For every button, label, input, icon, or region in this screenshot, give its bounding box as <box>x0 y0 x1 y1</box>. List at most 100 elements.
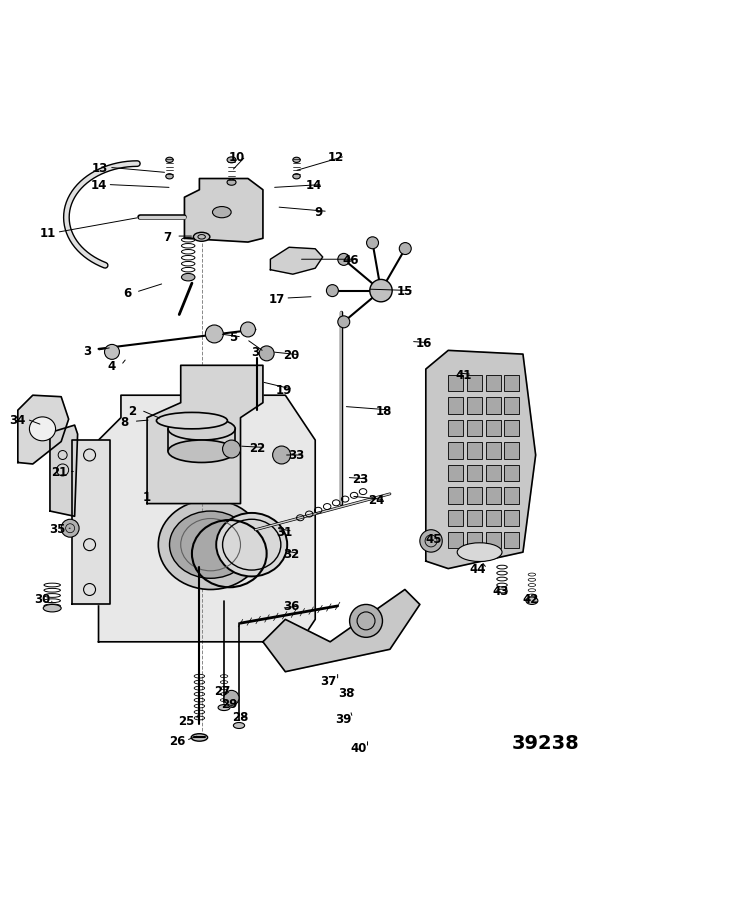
Circle shape <box>62 519 79 537</box>
Circle shape <box>206 325 224 343</box>
Polygon shape <box>271 248 322 275</box>
Bar <box>467 398 482 415</box>
Text: 9: 9 <box>315 206 323 219</box>
Text: 45: 45 <box>425 533 442 546</box>
Circle shape <box>399 243 411 255</box>
Text: 12: 12 <box>328 150 344 163</box>
Circle shape <box>326 285 338 297</box>
Text: 13: 13 <box>92 161 108 175</box>
Bar <box>467 466 482 482</box>
Bar <box>485 443 500 459</box>
Polygon shape <box>147 366 263 504</box>
Text: 27: 27 <box>214 684 230 697</box>
Text: 33: 33 <box>289 449 304 462</box>
Text: 8: 8 <box>121 415 129 428</box>
Bar <box>504 375 519 392</box>
Bar <box>448 532 464 548</box>
Circle shape <box>260 346 274 362</box>
Bar <box>448 375 464 392</box>
Bar <box>485 398 500 415</box>
Circle shape <box>223 441 241 458</box>
Ellipse shape <box>194 233 210 242</box>
Text: 6: 6 <box>123 286 131 300</box>
Text: 16: 16 <box>416 337 432 350</box>
Ellipse shape <box>29 417 56 441</box>
Text: 44: 44 <box>470 562 486 576</box>
Ellipse shape <box>292 158 300 163</box>
Bar <box>504 443 519 459</box>
Ellipse shape <box>168 418 236 441</box>
Text: 43: 43 <box>492 585 508 598</box>
Text: 5: 5 <box>229 331 237 344</box>
Text: 20: 20 <box>284 349 299 362</box>
Text: 25: 25 <box>178 714 195 727</box>
Text: 34: 34 <box>10 414 26 426</box>
Bar <box>448 466 464 482</box>
Text: 38: 38 <box>338 686 355 700</box>
Text: 37: 37 <box>320 674 337 688</box>
Text: 4: 4 <box>108 360 116 373</box>
Ellipse shape <box>158 500 263 589</box>
Ellipse shape <box>191 734 208 742</box>
Bar <box>485 487 500 504</box>
Text: 40: 40 <box>350 742 367 754</box>
Ellipse shape <box>233 722 244 729</box>
Text: 39238: 39238 <box>512 733 579 752</box>
Text: 36: 36 <box>283 599 299 613</box>
Text: 35: 35 <box>50 522 65 535</box>
Ellipse shape <box>218 705 230 711</box>
Ellipse shape <box>216 513 287 577</box>
Polygon shape <box>98 395 315 664</box>
Bar <box>504 398 519 415</box>
Bar <box>467 487 482 504</box>
Bar <box>504 466 519 482</box>
Text: 39: 39 <box>335 711 352 725</box>
Circle shape <box>420 530 442 553</box>
Text: 30: 30 <box>34 592 50 605</box>
Bar <box>485 466 500 482</box>
Ellipse shape <box>166 175 173 179</box>
Ellipse shape <box>170 511 252 578</box>
Ellipse shape <box>227 180 236 186</box>
Text: 42: 42 <box>522 592 538 605</box>
Bar <box>467 420 482 437</box>
Text: 46: 46 <box>343 253 359 266</box>
Bar <box>504 420 519 437</box>
Text: 1: 1 <box>143 490 152 503</box>
Circle shape <box>104 345 119 360</box>
Polygon shape <box>263 589 420 672</box>
Text: 32: 32 <box>284 548 299 560</box>
Bar <box>448 510 464 527</box>
Text: 18: 18 <box>376 404 392 417</box>
Ellipse shape <box>526 598 538 605</box>
Bar <box>504 510 519 527</box>
Circle shape <box>241 322 256 338</box>
Bar <box>448 487 464 504</box>
Circle shape <box>338 316 350 329</box>
Text: 19: 19 <box>276 384 292 396</box>
Ellipse shape <box>227 158 236 164</box>
Circle shape <box>273 446 290 465</box>
Text: 15: 15 <box>397 285 413 298</box>
Polygon shape <box>426 351 536 569</box>
Ellipse shape <box>166 158 173 163</box>
Text: 11: 11 <box>40 227 56 240</box>
Bar <box>504 532 519 548</box>
Bar <box>448 398 464 415</box>
Text: 14: 14 <box>90 179 106 192</box>
Text: 24: 24 <box>368 494 385 507</box>
Bar <box>485 375 500 392</box>
Text: 22: 22 <box>249 442 265 455</box>
Text: 23: 23 <box>352 473 368 486</box>
Polygon shape <box>184 179 263 242</box>
Ellipse shape <box>44 605 62 612</box>
Polygon shape <box>72 441 110 605</box>
Bar <box>485 420 500 437</box>
Text: 7: 7 <box>164 230 171 243</box>
Text: 14: 14 <box>305 179 322 192</box>
Ellipse shape <box>212 208 231 219</box>
Text: 41: 41 <box>455 368 471 382</box>
Bar <box>504 487 519 504</box>
Text: 3: 3 <box>251 346 260 359</box>
Text: 21: 21 <box>52 466 68 478</box>
